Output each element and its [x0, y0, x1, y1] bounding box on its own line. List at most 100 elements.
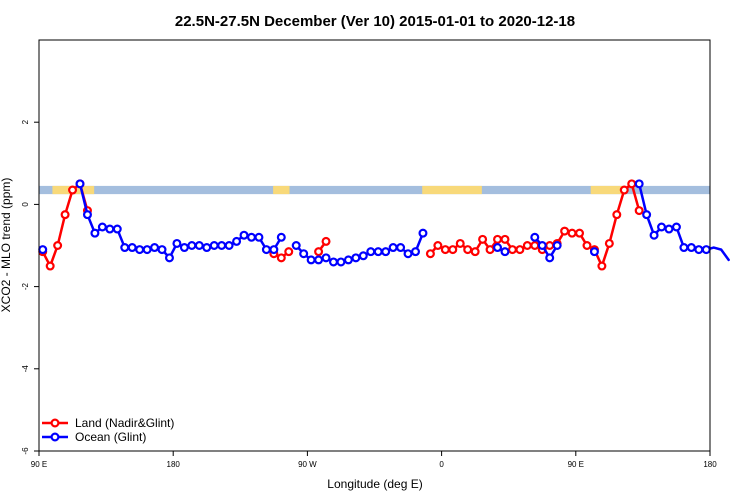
data-point: [336, 257, 346, 267]
data-point: [463, 245, 473, 255]
data-point: [232, 236, 242, 246]
data-point: [485, 245, 495, 255]
x-tick-label: 0: [439, 460, 444, 469]
data-point: [671, 222, 681, 232]
legend: Land (Nadir&Glint)Ocean (Glint): [42, 416, 174, 444]
data-point: [261, 245, 271, 255]
data-point: [500, 234, 510, 244]
y-tick-label: 0: [21, 202, 30, 207]
data-point: [366, 247, 376, 257]
data-point: [276, 253, 286, 263]
data-point: [686, 243, 696, 253]
data-point: [694, 245, 704, 255]
data-point: [567, 228, 577, 238]
data-point: [321, 236, 331, 246]
data-point: [209, 241, 219, 251]
data-point: [202, 243, 212, 253]
data-point: [291, 241, 301, 251]
data-point: [537, 241, 547, 251]
data-point: [396, 243, 406, 253]
legend-label: Land (Nadir&Glint): [75, 416, 174, 430]
chart-title: 22.5N-27.5N December (Ver 10) 2015-01-01…: [175, 13, 575, 30]
data-point: [269, 245, 279, 255]
data-point: [217, 241, 227, 251]
data-point: [522, 241, 532, 251]
data-point: [179, 243, 189, 253]
x-tick-label: 90 E: [568, 460, 584, 469]
data-point: [627, 179, 637, 189]
y-tick-label: -2: [21, 282, 30, 290]
data-point: [388, 243, 398, 253]
data-point: [418, 228, 428, 238]
data-point: [634, 206, 644, 216]
data-point: [314, 247, 324, 257]
x-tick-label: 180: [703, 460, 717, 469]
axis-ticks: 90 E 180 90 W 0 90 E 180 -6 -4 -2 0 2: [21, 119, 717, 469]
data-point: [321, 253, 331, 263]
data-point: [246, 232, 256, 242]
data-point: [120, 243, 130, 253]
data-point: [515, 245, 525, 255]
x-axis-label: Longitude (deg E): [327, 477, 422, 491]
x-tick-label: 180: [167, 460, 181, 469]
data-point: [343, 255, 353, 265]
data-point: [60, 210, 70, 220]
y-axis-label: XCO2 - MLO trend (ppm): [0, 178, 13, 313]
data-point: [657, 222, 667, 232]
data-point: [373, 247, 383, 257]
data-point: [612, 210, 622, 220]
data-point: [597, 261, 607, 271]
data-point: [194, 241, 204, 251]
data-point: [381, 247, 391, 257]
data-point: [493, 234, 503, 244]
data-point: [493, 243, 503, 253]
data-point: [90, 228, 100, 238]
data-point: [276, 232, 286, 242]
data-point: [224, 241, 234, 251]
data-point: [351, 253, 361, 263]
legend-marker: [50, 418, 60, 428]
y-tick-label: -6: [21, 447, 30, 455]
data-point: [649, 230, 659, 240]
legend-label: Ocean (Glint): [75, 430, 146, 444]
data-point: [38, 245, 48, 255]
data-point: [470, 247, 480, 257]
data-point: [552, 241, 562, 251]
data-point: [254, 232, 264, 242]
x-tick-label: 90 W: [298, 460, 317, 469]
map-band: [39, 185, 710, 195]
data-point: [135, 245, 145, 255]
data-point: [142, 245, 152, 255]
data-point: [701, 245, 711, 255]
data-point: [358, 251, 368, 261]
data-point: [530, 241, 540, 251]
data-point: [164, 253, 174, 263]
data-point: [306, 255, 316, 265]
data-point: [284, 247, 294, 257]
data-point: [425, 249, 435, 259]
data-point: [187, 241, 197, 251]
map-land-segment: [422, 185, 482, 195]
map-land-segment: [590, 185, 624, 195]
x-tick-label: 90 E: [31, 460, 47, 469]
map-land-segment: [273, 185, 290, 195]
plot-frame: [38, 39, 711, 452]
data-point: [507, 245, 517, 255]
data-point: [455, 238, 465, 248]
legend-marker: [50, 432, 60, 442]
data-point: [68, 185, 78, 195]
data-point: [411, 247, 421, 257]
data-point: [403, 249, 413, 259]
data-point: [433, 241, 443, 251]
data-point: [530, 232, 540, 242]
data-point: [679, 243, 689, 253]
map-ocean-band: [39, 185, 710, 195]
data-point: [299, 249, 309, 259]
data-point: [172, 238, 182, 248]
data-point: [575, 228, 585, 238]
y-tick-label: -4: [21, 365, 30, 373]
series-1: [38, 179, 730, 267]
data-point: [545, 241, 555, 251]
data-point: [604, 238, 614, 248]
